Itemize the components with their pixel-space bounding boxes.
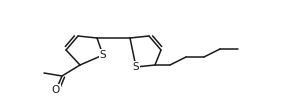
Text: S: S bbox=[100, 50, 106, 60]
Text: O: O bbox=[52, 85, 60, 95]
Text: S: S bbox=[133, 62, 139, 72]
